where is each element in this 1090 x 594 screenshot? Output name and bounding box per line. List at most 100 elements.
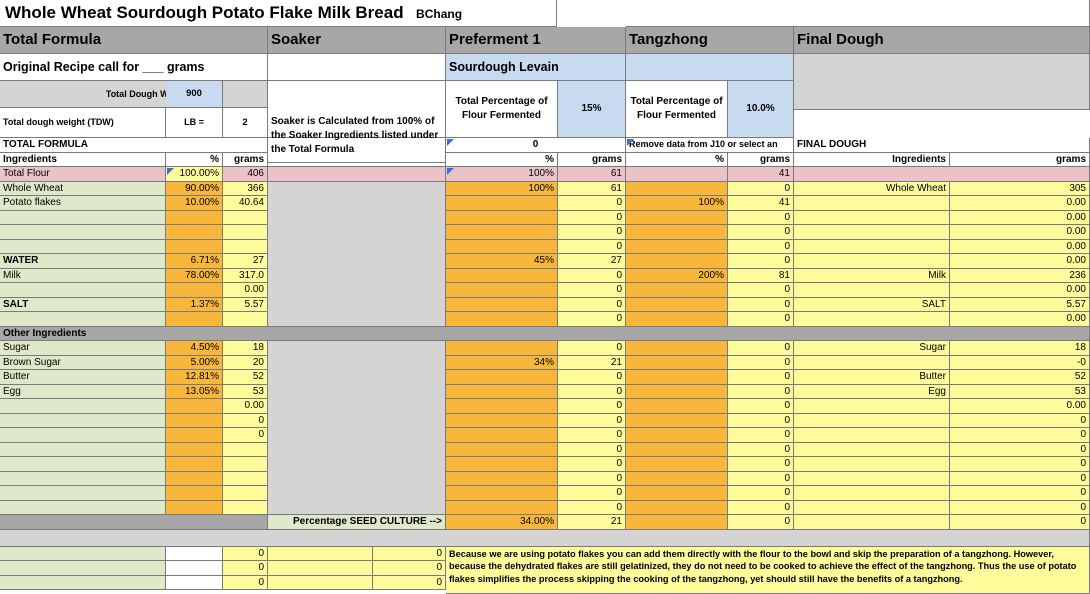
preferment-pct[interactable] [446,210,558,225]
soaker-blank[interactable] [268,54,446,81]
preferment-grams[interactable]: 0 [558,413,626,428]
ingredient-pct[interactable]: 13.05% [166,384,223,399]
ingredient-name[interactable]: Potato flakes [0,196,166,211]
final-grams[interactable]: 0 [950,428,1090,443]
ingredient-name[interactable]: WATER [0,254,166,269]
tangzhong-percentage-label[interactable]: Total Percentage of Flour Fermented [626,81,728,138]
tangzhong-pct[interactable] [626,413,728,428]
final-grams[interactable]: 53 [950,384,1090,399]
ingredient-grams[interactable] [223,471,268,486]
tangzhong-pct[interactable] [626,312,728,327]
pref-col-pct[interactable]: % [446,152,558,167]
preferment-grams[interactable]: 0 [558,486,626,501]
preferment-grams[interactable]: 0 [558,312,626,327]
ingredient-grams[interactable] [223,225,268,240]
ingredient-name[interactable] [0,500,166,515]
tangzhong-pct[interactable] [626,283,728,298]
tangzhong-note[interactable]: Because we are using potato flakes you c… [446,546,1090,594]
tangzhong-grams[interactable]: 0 [728,341,794,356]
ingredient-pct[interactable]: 5.00% [166,355,223,370]
bottom-grams[interactable]: 0 [223,575,268,590]
col-pct[interactable]: % [166,152,223,167]
preferment-pct[interactable] [446,297,558,312]
ingredient-pct[interactable] [166,442,223,457]
pref-col-grams[interactable]: grams [558,152,626,167]
tangzhong-pct[interactable] [626,239,728,254]
ingredient-pct[interactable] [166,399,223,414]
tangzhong-grams[interactable]: 0 [728,486,794,501]
final-ingredient-name[interactable] [794,399,950,414]
tangzhong-grams[interactable]: 0 [728,254,794,269]
tangzhong-pct[interactable] [626,297,728,312]
ingredient-grams[interactable]: 20 [223,355,268,370]
preferment-pct[interactable] [446,225,558,240]
ingredient-pct[interactable]: 12.81% [166,370,223,385]
final-ingredient-name[interactable] [794,225,950,240]
preferment-pct[interactable]: 45% [446,254,558,269]
bottom-pct[interactable] [166,575,223,590]
bottom-soaker-grams[interactable]: 0 [373,546,446,561]
ingredient-grams[interactable]: 5.57 [223,297,268,312]
final-grams[interactable]: 0.00 [950,210,1090,225]
tdw-lb-label[interactable]: Total dough weight (TDW) [0,108,166,138]
preferment-pct[interactable] [446,399,558,414]
ingredient-pct[interactable]: 6.71% [166,254,223,269]
preferment-pct[interactable] [446,486,558,501]
tangzhong-grams[interactable]: 81 [728,268,794,283]
total-formula-caps[interactable]: TOTAL FORMULA [0,138,268,153]
tangzhong-pct[interactable] [626,471,728,486]
final-ingredient-name[interactable] [794,196,950,211]
ingredient-pct[interactable]: 10.00% [166,196,223,211]
ingredient-grams[interactable]: 52 [223,370,268,385]
preferment-pct[interactable] [446,239,558,254]
tangzhong-pct[interactable] [626,355,728,370]
tangzhong-pct[interactable] [626,428,728,443]
ingredient-grams[interactable]: 366 [223,181,268,196]
ingredient-pct[interactable]: 1.37% [166,297,223,312]
bottom-name[interactable] [0,575,166,590]
tangzhong-grams[interactable]: 0 [728,442,794,457]
preferment-grams[interactable]: 21 [558,355,626,370]
preferment-grams[interactable]: 0 [558,442,626,457]
final-grams[interactable]: 52 [950,370,1090,385]
ingredient-name[interactable] [0,239,166,254]
bottom-soaker-a[interactable] [268,575,373,590]
ingredient-name[interactable] [0,471,166,486]
tangzhong-grams[interactable]: 0 [728,355,794,370]
final-ingredient-name[interactable] [794,428,950,443]
ingredient-name[interactable] [0,312,166,327]
ingredient-name[interactable] [0,442,166,457]
final-ingredient-name[interactable] [794,457,950,472]
tangzhong-pct[interactable] [626,457,728,472]
ingredient-name[interactable]: Egg [0,384,166,399]
tangzhong-grams[interactable]: 41 [728,196,794,211]
tangzhong-pct[interactable] [626,341,728,356]
seed-final-name[interactable] [794,515,950,530]
ingredient-grams[interactable] [223,442,268,457]
final-ingredient-name[interactable] [794,500,950,515]
ingredient-grams[interactable]: 0.00 [223,399,268,414]
ingredient-grams[interactable]: 0.00 [223,283,268,298]
preferment-pct[interactable] [446,413,558,428]
pref-flour-grams[interactable]: 61 [558,167,626,182]
tangzhong-pct[interactable] [626,384,728,399]
final-grams[interactable]: 0 [950,413,1090,428]
seed-spacer[interactable] [0,515,268,530]
ingredient-name[interactable]: Milk [0,268,166,283]
ingredient-grams[interactable]: 27 [223,254,268,269]
ingredient-grams[interactable] [223,210,268,225]
ingredient-pct[interactable]: 4.50% [166,341,223,356]
ingredient-name[interactable] [0,283,166,298]
tangzhong-grams[interactable]: 0 [728,413,794,428]
soaker-block[interactable] [268,181,446,327]
final-grams[interactable]: -0 [950,355,1090,370]
tangzhong-grams[interactable]: 0 [728,239,794,254]
preferment-grams[interactable]: 0 [558,471,626,486]
tangzhong-grams[interactable]: 0 [728,210,794,225]
tangzhong-grams[interactable]: 0 [728,399,794,414]
final-ingredient-name[interactable] [794,355,950,370]
final-grams[interactable]: 0.00 [950,312,1090,327]
ingredient-name[interactable] [0,413,166,428]
preferment-grams[interactable]: 0 [558,370,626,385]
preferment-grams[interactable]: 0 [558,225,626,240]
